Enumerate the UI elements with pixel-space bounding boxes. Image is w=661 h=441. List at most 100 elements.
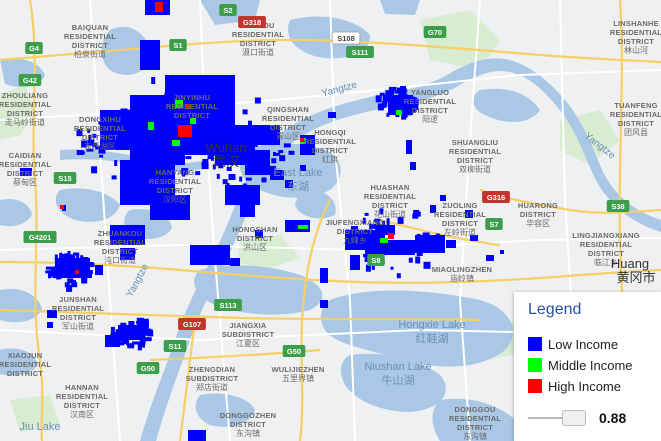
low-income-patch xyxy=(414,102,419,108)
road-shield-label: S2 xyxy=(223,6,232,15)
low-income-patch xyxy=(76,129,83,137)
district-label-line: HANYANG xyxy=(156,168,195,177)
slider-track[interactable] xyxy=(528,417,586,419)
low-income-patch xyxy=(139,99,143,106)
low-income-patch xyxy=(192,144,196,149)
road-shield-bg xyxy=(238,16,266,28)
road-shield-label: G42 xyxy=(23,76,37,85)
lake-label-en: East Lake xyxy=(274,167,323,179)
high-income-swatch xyxy=(528,379,542,393)
road-shield-bg xyxy=(219,4,237,16)
low-income-patch xyxy=(422,232,430,239)
low-income-patch xyxy=(47,310,57,318)
low-income-patch xyxy=(222,179,228,185)
low-income-patch xyxy=(300,165,306,171)
road-shield: G70 xyxy=(423,26,447,38)
low-income-patch xyxy=(397,216,404,224)
district-label-cn: 九峰乡 xyxy=(343,235,367,245)
low-income-patch xyxy=(188,430,206,441)
low-income-patch xyxy=(214,137,221,144)
district-label-line: DISTRICT xyxy=(237,234,273,243)
low-income-patch xyxy=(110,333,117,337)
low-income-patch xyxy=(397,87,402,93)
low-income-patch xyxy=(142,322,147,326)
low-income-patch xyxy=(401,113,407,120)
district-label-line: RESIDENTIAL xyxy=(64,32,116,41)
district-label-line: DISTRICT xyxy=(64,401,100,410)
district-label-line: QINGSHAN xyxy=(267,105,309,114)
low-income-patch xyxy=(226,167,232,171)
lake-label-cn: 牛山湖 xyxy=(382,373,415,387)
low-income-patch xyxy=(225,185,260,205)
low-income-patch xyxy=(358,231,366,237)
district-label-line: DISTRICT xyxy=(457,423,493,432)
low-income-patch xyxy=(228,174,236,180)
low-income-patch xyxy=(201,162,208,166)
low-income-patch xyxy=(215,245,227,263)
low-income-patch xyxy=(118,341,125,346)
low-income-patch xyxy=(210,148,218,156)
low-income-patch xyxy=(142,334,146,340)
low-income-patch xyxy=(123,167,128,171)
low-income-patch xyxy=(47,322,53,328)
low-income-patch xyxy=(264,131,269,137)
district-label-cn: 军山街道 xyxy=(62,321,94,331)
low-income-patch xyxy=(156,97,162,100)
low-income-patch xyxy=(95,265,103,275)
low-income-patch xyxy=(382,221,385,225)
middle-income-patch xyxy=(148,122,154,130)
low-income-patch xyxy=(73,258,79,263)
low-income-patch xyxy=(91,263,95,268)
low-income-patch xyxy=(382,100,388,107)
low-income-patch xyxy=(92,133,97,138)
low-income-patch xyxy=(375,95,382,103)
district-label-cn: 青山区 xyxy=(276,131,300,141)
district-label-cn: 红旗 xyxy=(322,154,338,164)
district-label-line: DISTRICT xyxy=(82,133,118,142)
low-income-patch xyxy=(353,259,360,266)
low-income-patch xyxy=(401,111,406,115)
low-income-patch xyxy=(216,173,220,179)
low-income-patch xyxy=(239,154,247,159)
low-income-patch xyxy=(168,148,173,156)
low-income-patch xyxy=(123,336,127,344)
district-label-cn: 走马岭街道 xyxy=(5,117,45,127)
low-income-patch xyxy=(212,132,218,140)
road-shield-bg xyxy=(169,39,187,51)
road-shield-bg xyxy=(214,299,242,311)
low-income-patch xyxy=(95,145,101,150)
district-label-line: RESIDENTIAL xyxy=(56,392,108,401)
low-income-patch xyxy=(124,134,129,142)
district-label-line: HONGSHAN xyxy=(232,225,277,234)
low-income-patch xyxy=(182,172,186,177)
road-shield-bg xyxy=(331,31,361,45)
low-income-patch xyxy=(56,272,60,280)
district-label-line: CAIDIAN xyxy=(9,151,42,160)
opacity-slider[interactable]: 0.88 xyxy=(528,408,653,428)
district-label-cn: 庙岭镇 xyxy=(450,273,474,283)
district-label-line: RESIDENTIAL xyxy=(364,192,416,201)
district-label-line: SUBDISTRICT xyxy=(186,374,239,383)
district-label-line: DISTRICT xyxy=(230,420,266,429)
district-label-line: RESIDENTIAL xyxy=(232,30,284,39)
low-income-patch xyxy=(140,40,160,70)
low-income-patch xyxy=(417,237,421,244)
low-income-patch xyxy=(120,108,128,112)
road-shield-bg xyxy=(18,74,42,86)
low-income-patch xyxy=(351,226,358,232)
low-income-patch xyxy=(398,91,405,97)
legend-item-label: High Income xyxy=(548,378,621,394)
low-income-patch xyxy=(147,117,152,123)
district-label-line: DISTRICT xyxy=(457,156,493,165)
low-income-patch xyxy=(55,263,62,268)
low-income-patch xyxy=(272,131,277,138)
slider-thumb[interactable] xyxy=(562,410,586,426)
district-label-line: RESIDENTIAL xyxy=(0,100,51,109)
